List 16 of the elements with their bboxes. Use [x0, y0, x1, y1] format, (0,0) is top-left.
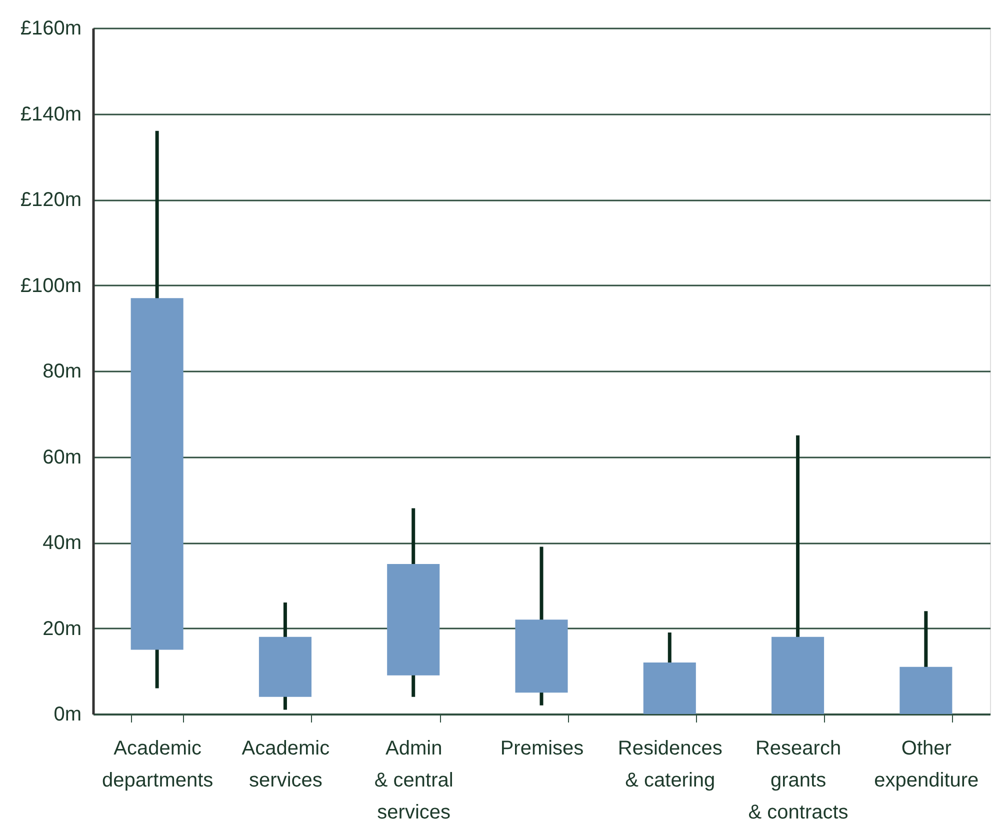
y-tick-label: 60m — [42, 446, 82, 468]
y-tick-label: 0m — [54, 704, 82, 726]
x-tick-label: Other expenditure — [874, 738, 979, 792]
y-tick-label: 20m — [42, 618, 82, 640]
y-tick-label: £120m — [20, 189, 82, 211]
x-tick-label: Premises — [500, 738, 584, 760]
y-tick-label: £160m — [20, 18, 82, 40]
x-tick-label: Academic departments — [102, 738, 214, 792]
y-tick-label: £140m — [20, 103, 82, 126]
y-tick-label: 80m — [42, 360, 82, 382]
x-tick-label: Residences & catering — [618, 738, 722, 792]
x-tick-label: Admin & central services — [374, 738, 454, 823]
x-tick-label: Academic services — [242, 738, 330, 792]
y-tick-label: £100m — [20, 274, 82, 297]
x-tick-label: Research grants & contracts — [748, 738, 848, 823]
y-tick-label: 40m — [42, 532, 82, 554]
